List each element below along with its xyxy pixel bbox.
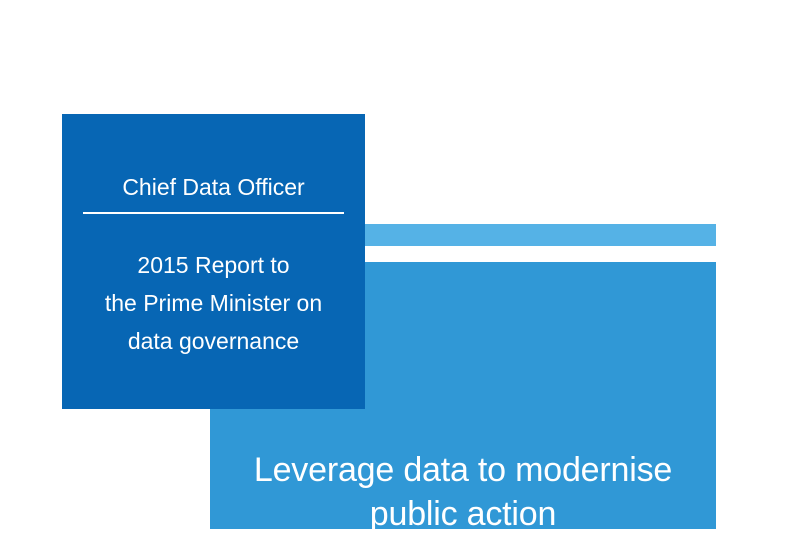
card-subtitle-line-3: data governance xyxy=(127,328,300,354)
card-subtitle-line-2: the Prime Minister on xyxy=(104,290,323,316)
headline-line-2: public action xyxy=(369,495,557,533)
card-subtitle: 2015 Report to the Prime Minister on dat… xyxy=(62,246,365,360)
headline-text: Leverage data to modernise public action xyxy=(210,448,716,536)
headline-line-1: Leverage data to modernise xyxy=(253,451,673,489)
card-title: Chief Data Officer xyxy=(122,174,305,200)
report-card xyxy=(62,114,365,409)
card-divider xyxy=(83,212,344,214)
card-subtitle-line-1: 2015 Report to xyxy=(137,252,290,278)
